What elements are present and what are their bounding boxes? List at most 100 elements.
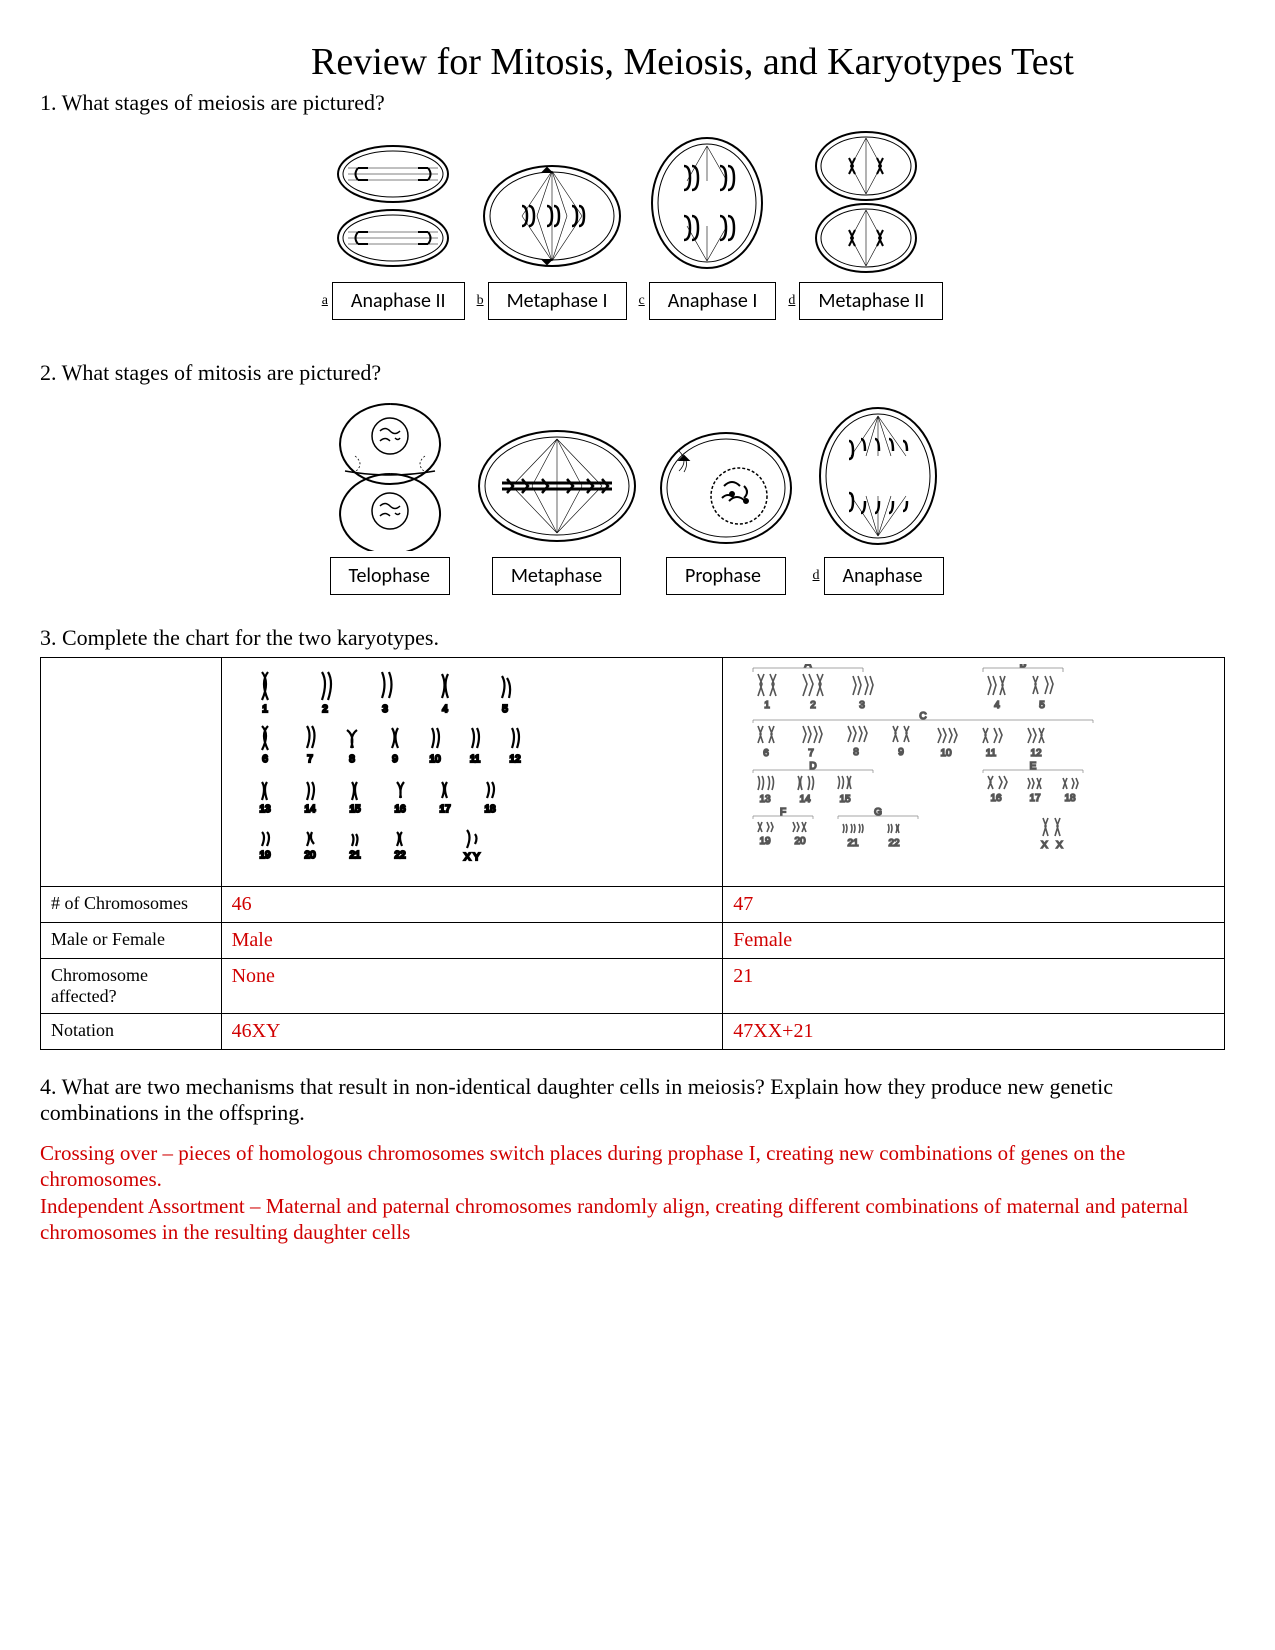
svg-text:17: 17 (1030, 793, 1042, 804)
karyotype-table: 1 2 3 4 5 6 7 8 9 10 11 12 (40, 657, 1225, 1050)
svg-text:E: E (1030, 761, 1037, 772)
q1-answer-c: Anaphase I (649, 282, 777, 320)
svg-text:16: 16 (394, 804, 406, 815)
svg-text:15: 15 (840, 794, 852, 805)
row-value-1: Male (221, 923, 723, 959)
svg-text:G: G (874, 807, 882, 818)
q1-answer-d: Metaphase II (799, 282, 943, 320)
table-row: # of Chromosomes 46 47 (41, 887, 1225, 923)
q2-answer-b: Metaphase (492, 557, 621, 595)
svg-text:X X: X X (1041, 840, 1063, 851)
svg-text:13: 13 (259, 804, 271, 815)
svg-text:22: 22 (889, 838, 901, 849)
svg-text:15: 15 (349, 804, 361, 815)
q2-answer-a: Telophase (330, 557, 450, 595)
cell-diagram-prophase (654, 426, 799, 551)
question-2: 2. What stages of mitosis are pictured? (40, 360, 1225, 386)
q4-answer: Crossing over – pieces of homologous chr… (40, 1140, 1225, 1245)
q1-letter-a: a (322, 293, 328, 309)
cell-diagram-c (642, 131, 772, 276)
svg-text:8: 8 (854, 747, 860, 758)
q1-answer-a: Anaphase II (332, 282, 465, 320)
svg-text:C: C (920, 711, 927, 722)
row-value-1: None (221, 959, 723, 1014)
svg-text:18: 18 (1065, 793, 1077, 804)
q4-answer-line-1: Crossing over – pieces of homologous chr… (40, 1140, 1225, 1193)
cell-diagram-d (801, 126, 931, 276)
karyotype-2-image: A B 1 2 3 4 5 C 6 7 8 (733, 664, 1123, 874)
svg-text:D: D (810, 761, 817, 772)
q2-diagrams: Telophase (40, 396, 1225, 595)
row-label: Notation (41, 1014, 222, 1050)
svg-text:3: 3 (382, 704, 388, 715)
svg-text:19: 19 (760, 836, 772, 847)
q2-answer-d: Anaphase (824, 557, 944, 595)
svg-text:4: 4 (442, 704, 448, 715)
q1-letter-c: c (639, 293, 645, 309)
svg-text:1: 1 (765, 700, 771, 711)
svg-text:18: 18 (484, 804, 496, 815)
svg-text:21: 21 (349, 850, 361, 861)
svg-text:16: 16 (991, 793, 1003, 804)
svg-text:11: 11 (469, 754, 480, 765)
cell-diagram-telophase (320, 396, 460, 551)
svg-text:12: 12 (1031, 748, 1043, 759)
svg-text:7: 7 (809, 748, 815, 759)
q2-letter-d: d (813, 568, 820, 584)
cell-diagram-anaphase (811, 401, 946, 551)
svg-text:9: 9 (899, 747, 905, 758)
row-label: Male or Female (41, 923, 222, 959)
svg-text:14: 14 (800, 794, 812, 805)
svg-text:5: 5 (502, 704, 508, 715)
row-value-1: 46XY (221, 1014, 723, 1050)
row-label: Chromosome affected? (41, 959, 222, 1014)
svg-text:7: 7 (307, 754, 313, 765)
row-label: # of Chromosomes (41, 887, 222, 923)
svg-text:9: 9 (392, 754, 398, 765)
svg-text:11: 11 (986, 748, 997, 759)
page-title: Review for Mitosis, Meiosis, and Karyoty… (160, 40, 1225, 84)
row-value-2: 47XX+21 (723, 1014, 1225, 1050)
q1-answer-b: Metaphase I (488, 282, 627, 320)
svg-text:8: 8 (349, 754, 355, 765)
svg-text:B: B (1020, 664, 1027, 670)
svg-text:6: 6 (764, 748, 770, 759)
svg-text:12: 12 (509, 754, 521, 765)
question-3: 3. Complete the chart for the two karyot… (40, 625, 1225, 651)
svg-text:19: 19 (259, 850, 271, 861)
cell-diagram-a (323, 136, 463, 276)
q1-diagrams: a Anaphase II (40, 126, 1225, 320)
svg-text:3: 3 (860, 700, 866, 711)
svg-text:1: 1 (262, 704, 268, 715)
q1-letter-d: d (788, 293, 795, 309)
question-4: 4. What are two mechanisms that result i… (40, 1074, 1225, 1126)
cell-diagram-metaphase (472, 421, 642, 551)
svg-text:2: 2 (811, 700, 817, 711)
cell-diagram-b (477, 156, 627, 276)
table-row: Chromosome affected? None 21 (41, 959, 1225, 1014)
row-value-2: 21 (723, 959, 1225, 1014)
table-row: Notation 46XY 47XX+21 (41, 1014, 1225, 1050)
karyotype-1-image: 1 2 3 4 5 6 7 8 9 10 11 12 (232, 664, 622, 874)
svg-text:10: 10 (429, 754, 441, 765)
svg-text:17: 17 (439, 804, 451, 815)
svg-text:2: 2 (322, 704, 328, 715)
table-row: Male or Female Male Female (41, 923, 1225, 959)
svg-text:20: 20 (795, 836, 807, 847)
svg-text:20: 20 (304, 850, 316, 861)
svg-text:21: 21 (848, 838, 860, 849)
svg-text:F: F (780, 807, 786, 818)
svg-text:13: 13 (760, 794, 772, 805)
svg-text:5: 5 (1040, 700, 1046, 711)
svg-text:14: 14 (304, 804, 316, 815)
svg-text:6: 6 (262, 754, 268, 765)
svg-text:X Y: X Y (464, 852, 480, 863)
q1-letter-b: b (477, 293, 484, 309)
row-value-2: Female (723, 923, 1225, 959)
row-value-1: 46 (221, 887, 723, 923)
svg-text:A: A (805, 664, 812, 670)
q2-answer-c: Prophase (666, 557, 786, 595)
svg-text:10: 10 (941, 748, 953, 759)
svg-text:22: 22 (394, 850, 406, 861)
row-value-2: 47 (723, 887, 1225, 923)
